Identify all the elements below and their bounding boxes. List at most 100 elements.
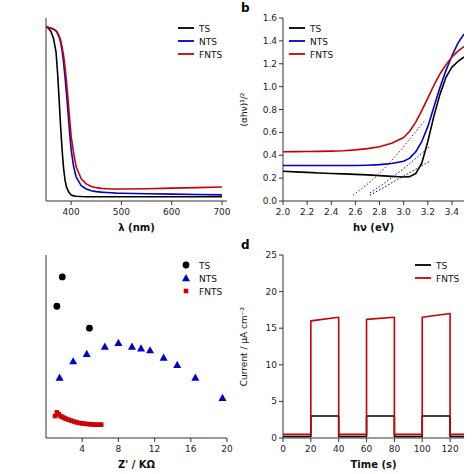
legend-label: FNTS [199,287,222,297]
x-tick [379,201,380,205]
plot-area [53,274,227,427]
y-tick [279,401,283,402]
line [283,57,464,177]
legend-marker [183,262,190,269]
x-tick-label: 600 [163,207,180,217]
y-tick-label: 0.0 [263,196,278,206]
x-tick-label: 120 [441,444,458,454]
line [46,27,222,195]
x-tick-label: 4 [79,444,85,454]
point [53,303,60,310]
x-tick-label: 2.8 [372,207,387,217]
x-tick [118,438,119,442]
x-axis-line [283,201,464,202]
x-tick-label: 16 [185,444,197,454]
line [283,314,464,435]
point [173,361,181,368]
legend-label: FNTS [310,50,333,60]
y-tick-label: 1.4 [263,36,278,46]
x-tick-label: 700 [213,207,230,217]
panel: 0204060801001200510152025Time (s)Current… [239,238,464,470]
legend: TS NTS FNTS [178,24,222,60]
line [283,34,464,166]
y-tick [279,109,283,110]
x-tick [331,201,332,205]
legend-swatch [178,53,194,55]
point [160,353,168,360]
legend-label: TS [435,261,447,271]
x-axis-label: Z' / KΩ [118,459,156,470]
y-tick-label: 1.6 [263,13,278,23]
legend-label: FNTS [199,50,222,60]
legend-label: TS [198,24,210,34]
tangent-line [370,146,430,193]
y-tick-label: 10 [266,360,278,370]
x-tick-label: 80 [389,444,401,454]
legend-marker [184,289,189,294]
legend: TSNTSFNTS [289,24,333,60]
x-tick-label: 12 [149,444,160,454]
y-tick [279,255,283,256]
y-tick [279,18,283,19]
x-tick [283,438,284,442]
x-tick [82,438,83,442]
point [59,274,66,281]
y-tick [279,86,283,87]
point [83,350,91,357]
x-tick-label: 20 [305,444,317,454]
y-tick [279,201,283,202]
x-tick-label: 3.2 [421,207,435,217]
legend-swatch [415,277,431,279]
x-tick-label: 2.2 [300,207,314,217]
legend-swatch [289,53,305,55]
line [46,27,222,197]
panel-label: d [241,238,250,252]
point [99,422,104,427]
x-tick [366,438,367,442]
panel: 48121620Z' / KΩTSNTSFNTS [46,255,233,470]
page: {"chart_data": [ {"type": "line", "xlabe… [0,0,474,474]
tangent-line [370,161,430,195]
x-tick-label: 0 [280,444,286,454]
x-tick-label: 100 [414,444,431,454]
x-tick-label: 400 [63,207,80,217]
y-tick [279,155,283,156]
legend-label: TS [309,24,321,34]
point [137,344,145,351]
x-tick [221,201,222,205]
plot-area [283,314,464,437]
legend: TSNTSFNTS [182,261,222,297]
legend-label: NTS [199,37,217,47]
y-tick-label: 1.2 [263,59,277,69]
y-tick [279,40,283,41]
y-tick-label: 0.8 [263,105,278,115]
point [86,325,93,332]
x-tick [121,201,122,205]
x-tick [310,438,311,442]
y-axis-line [46,18,47,201]
x-tick [283,201,284,205]
legend-label: NTS [199,274,217,284]
x-tick-label: 3.0 [397,207,412,217]
y-tick-label: 25 [266,250,277,260]
y-tick [279,364,283,365]
x-tick [450,438,451,442]
x-tick-label: 2.6 [348,207,363,217]
plot-area [46,27,222,197]
panel-label: b [241,1,250,15]
y-tick [279,291,283,292]
point [218,394,226,401]
tangent-line [353,120,425,195]
x-tick [451,201,452,205]
y-tick-label: 1.0 [263,82,278,92]
x-axis-label: hν (eV) [353,222,394,233]
x-tick [307,201,308,205]
y-axis-line [283,255,284,438]
x-tick-label: 2.4 [324,207,339,217]
y-axis-label: Current / μA cm⁻² [239,306,249,386]
point [114,339,122,346]
legend-label: FNTS [436,274,459,284]
y-tick-label: 0.6 [263,127,278,137]
legend-swatch [178,27,194,29]
x-tick [227,438,228,442]
